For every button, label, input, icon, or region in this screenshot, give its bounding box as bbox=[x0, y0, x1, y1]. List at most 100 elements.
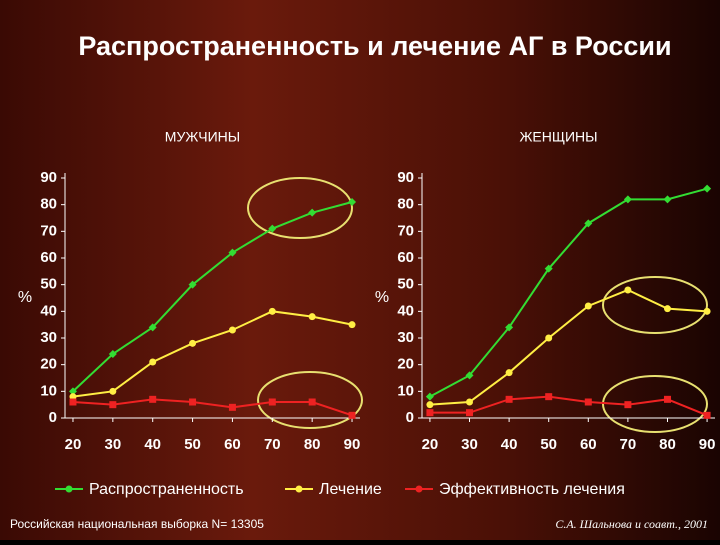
y-axis-label: % bbox=[18, 289, 32, 306]
point bbox=[189, 339, 197, 347]
y-tick-label: 50 bbox=[397, 276, 414, 293]
x-tick-label: 80 bbox=[304, 436, 321, 453]
y-tick-label: 80 bbox=[397, 196, 414, 213]
y-axis-label: % bbox=[375, 289, 389, 306]
y-tick-label: 30 bbox=[40, 329, 57, 346]
point bbox=[308, 398, 316, 406]
point bbox=[109, 387, 117, 395]
point bbox=[624, 286, 632, 294]
y-tick-label: 80 bbox=[40, 196, 57, 213]
y-tick-label: 70 bbox=[397, 222, 414, 239]
point bbox=[69, 393, 77, 401]
legend-marker bbox=[415, 485, 423, 493]
point bbox=[545, 334, 553, 342]
series-line bbox=[72, 310, 353, 398]
legend-marker bbox=[295, 485, 303, 493]
point bbox=[584, 398, 592, 406]
point bbox=[69, 398, 77, 406]
y-tick-label: 20 bbox=[40, 356, 57, 373]
x-tick-label: 90 bbox=[699, 436, 716, 453]
series-line bbox=[72, 398, 353, 417]
point bbox=[624, 401, 632, 409]
x-tick-label: 60 bbox=[224, 436, 241, 453]
source: С.А. Шальнова и соавт., 2001 bbox=[555, 517, 708, 531]
point bbox=[109, 401, 117, 409]
x-tick-label: 20 bbox=[422, 436, 439, 453]
y-tick-label: 10 bbox=[40, 382, 57, 399]
point bbox=[228, 326, 236, 334]
x-tick-label: 20 bbox=[65, 436, 82, 453]
point bbox=[149, 395, 157, 403]
point bbox=[623, 195, 632, 204]
y-tick-label: 50 bbox=[40, 276, 57, 293]
y-tick-label: 30 bbox=[397, 329, 414, 346]
point bbox=[584, 219, 593, 228]
series-line bbox=[72, 201, 353, 393]
point bbox=[268, 224, 277, 233]
x-tick-label: 40 bbox=[144, 436, 161, 453]
point bbox=[308, 313, 316, 321]
note: Российская национальная выборка N= 13305 bbox=[10, 517, 264, 531]
highlight bbox=[247, 177, 353, 239]
point bbox=[348, 198, 357, 206]
y-tick-label: 60 bbox=[397, 249, 414, 266]
y-tick-label: 60 bbox=[40, 249, 57, 266]
y-tick-label: 90 bbox=[40, 169, 57, 186]
chart-title: ЖЕНЩИНЫ bbox=[519, 129, 597, 145]
y-tick-label: 0 bbox=[49, 409, 57, 426]
y-tick-label: 90 bbox=[397, 169, 414, 186]
legend-label: Лечение bbox=[319, 481, 382, 498]
point bbox=[466, 409, 474, 417]
point bbox=[663, 195, 672, 204]
series-line bbox=[429, 395, 708, 417]
point bbox=[703, 411, 711, 419]
point bbox=[505, 323, 514, 332]
point bbox=[149, 358, 157, 366]
highlight bbox=[257, 371, 363, 429]
highlight bbox=[602, 276, 708, 334]
legend-marker bbox=[65, 485, 73, 493]
y-tick-label: 0 bbox=[406, 409, 414, 426]
legend-label: Распространенность bbox=[89, 481, 244, 498]
y-tick-label: 70 bbox=[40, 222, 57, 239]
y-tick-label: 20 bbox=[397, 356, 414, 373]
point bbox=[189, 398, 197, 406]
point bbox=[663, 305, 671, 313]
series-line bbox=[429, 288, 708, 406]
point bbox=[308, 208, 317, 217]
point bbox=[466, 398, 474, 406]
x-tick-label: 30 bbox=[461, 436, 478, 453]
point bbox=[228, 248, 237, 257]
point bbox=[545, 393, 553, 401]
point bbox=[268, 398, 276, 406]
point bbox=[348, 321, 356, 329]
x-tick-label: 30 bbox=[104, 436, 121, 453]
point bbox=[465, 371, 474, 380]
point bbox=[148, 323, 157, 332]
x-tick-label: 80 bbox=[659, 436, 676, 453]
x-tick-label: 70 bbox=[264, 436, 281, 453]
point bbox=[228, 403, 236, 411]
point bbox=[505, 369, 513, 377]
point bbox=[584, 302, 592, 310]
point bbox=[426, 401, 434, 409]
point bbox=[663, 395, 671, 403]
x-tick-label: 50 bbox=[184, 436, 201, 453]
chart-title: МУЖЧИНЫ bbox=[165, 129, 240, 145]
x-tick-label: 60 bbox=[580, 436, 597, 453]
y-tick-label: 40 bbox=[397, 302, 414, 319]
x-tick-label: 50 bbox=[540, 436, 557, 453]
point bbox=[703, 184, 712, 193]
x-tick-label: 70 bbox=[620, 436, 637, 453]
x-tick-label: 90 bbox=[344, 436, 361, 453]
point bbox=[544, 264, 553, 273]
y-tick-label: 40 bbox=[40, 302, 57, 319]
legend-label: Эффективность лечения bbox=[439, 481, 625, 498]
x-tick-label: 40 bbox=[501, 436, 518, 453]
series-line bbox=[429, 187, 708, 398]
point bbox=[188, 280, 197, 289]
point bbox=[505, 395, 513, 403]
point bbox=[268, 307, 276, 315]
